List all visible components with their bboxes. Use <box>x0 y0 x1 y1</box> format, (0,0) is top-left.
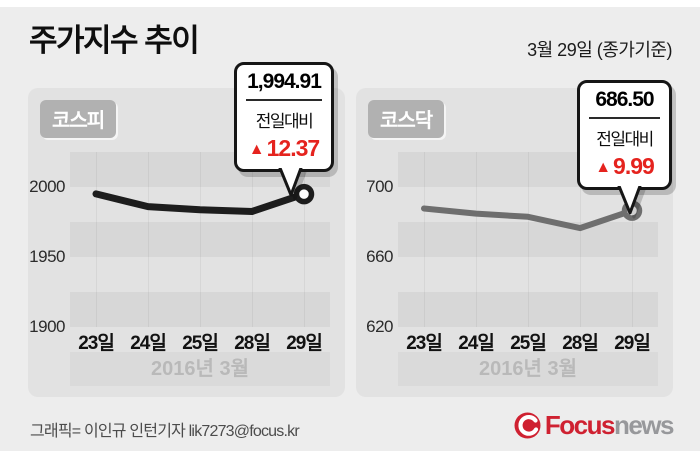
x-tick-label: 23일 <box>78 333 115 354</box>
chart-band <box>70 292 330 327</box>
up-triangle-icon: ▲ <box>248 141 265 158</box>
chart-band <box>398 222 658 257</box>
change-label: 전일대비 <box>255 112 314 131</box>
focus-swirl-icon <box>514 412 541 439</box>
kosdaq-badge: 코스닥 <box>368 100 445 138</box>
vertical-gridline <box>199 152 201 327</box>
x-tick-label: 28일 <box>562 333 599 354</box>
x-tick-label: 25일 <box>182 333 219 354</box>
vertical-gridline <box>527 152 529 327</box>
y-tick-label: 620 <box>366 317 393 336</box>
callout-divider <box>246 99 322 101</box>
x-tick-label: 29일 <box>286 333 323 354</box>
credit-text: 그래픽= 이인규 인턴기자 lik7273@focus.kr <box>30 423 300 440</box>
vertical-gridline <box>631 152 633 327</box>
kosdaq-callout: 686.50 전일대비 ▲ 9.99 <box>577 80 672 215</box>
x-tick-label: 25일 <box>510 333 547 354</box>
y-tick-label: 700 <box>366 177 393 196</box>
index-value: 686.50 <box>595 88 654 111</box>
logo-suffix-text: news <box>613 410 675 440</box>
kospi-callout: 1,994.91 전일대비 ▲ 12.37 <box>234 62 334 197</box>
y-tick-label: 1950 <box>29 247 65 266</box>
chart-band <box>70 222 330 257</box>
callout-divider <box>589 117 660 119</box>
change-amount: 9.99 <box>613 153 655 179</box>
month-band: 2016년 3월 <box>70 352 330 386</box>
focus-news-logo: Focus news <box>514 410 675 441</box>
x-tick-label: 24일 <box>130 333 167 354</box>
change-value: ▲ 9.99 <box>584 153 665 180</box>
logo-brand-text: Focus <box>544 410 616 440</box>
top-border-strip <box>0 0 700 7</box>
vertical-gridline <box>475 152 477 327</box>
page-title: 주가지수 추이 <box>29 23 200 58</box>
change-label: 전일대비 <box>596 130 654 149</box>
y-tick-label: 660 <box>366 247 393 266</box>
x-tick-label: 24일 <box>458 333 495 354</box>
change-amount: 12.37 <box>266 135 321 161</box>
chart-band <box>398 292 658 327</box>
index-value: 1,994.91 <box>247 70 322 93</box>
kospi-line-chart <box>92 183 315 215</box>
kospi-panel: 코스피 2000 1950 1900 23일 24일 25일 28일 29일 2… <box>28 62 345 397</box>
kospi-badge: 코스피 <box>40 100 117 138</box>
date-note: 3월 29일 (종가기준) <box>527 40 672 60</box>
vertical-gridline <box>95 152 97 327</box>
vertical-gridline <box>423 152 425 327</box>
vertical-gridline <box>147 152 149 327</box>
kosdaq-panel: 코스닥 700 660 620 23일 24일 25일 28일 29일 2016… <box>356 80 673 397</box>
y-tick-label: 1900 <box>29 317 65 336</box>
x-tick-label: 23일 <box>406 333 443 354</box>
callout-tail <box>278 168 303 197</box>
callout-box: 686.50 전일대비 ▲ 9.99 <box>577 80 672 190</box>
vertical-gridline <box>579 152 581 327</box>
x-tick-label: 29일 <box>614 333 651 354</box>
vertical-gridline <box>251 152 253 327</box>
month-band: 2016년 3월 <box>398 352 658 386</box>
callout-box: 1,994.91 전일대비 ▲ 12.37 <box>234 62 334 172</box>
vertical-gridline <box>303 152 305 327</box>
up-triangle-icon: ▲ <box>595 159 611 176</box>
y-tick-label: 2000 <box>29 177 65 196</box>
change-value: ▲ 12.37 <box>241 135 327 162</box>
x-tick-label: 28일 <box>234 333 271 354</box>
callout-tail <box>617 186 642 215</box>
